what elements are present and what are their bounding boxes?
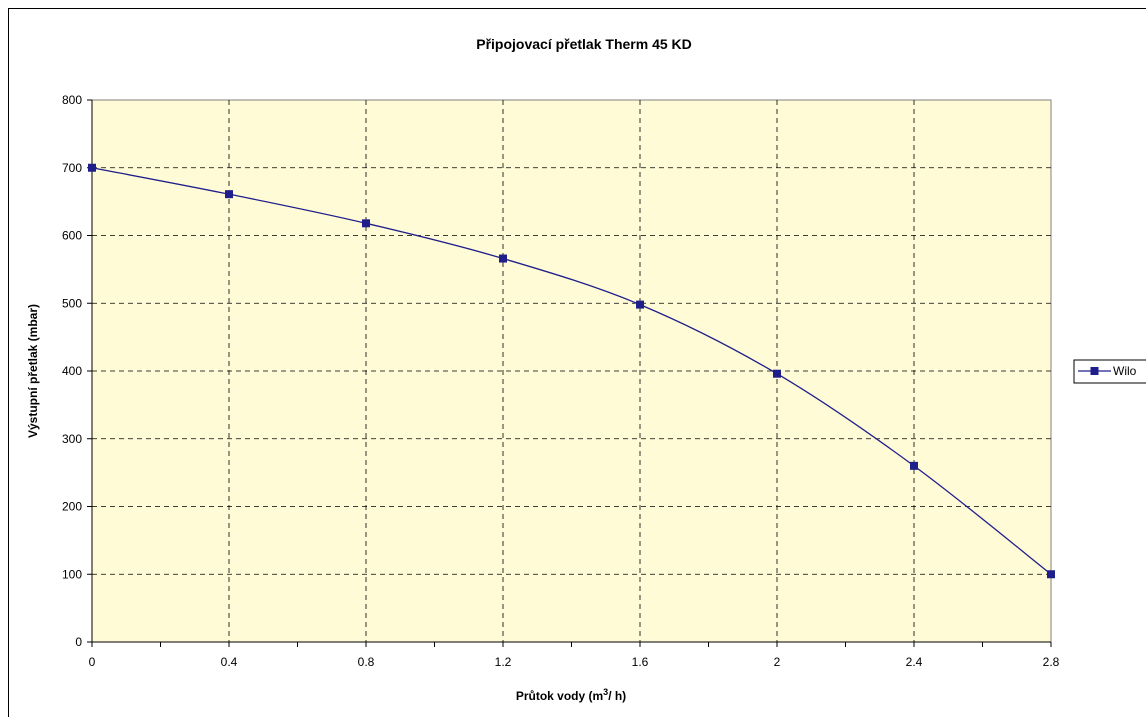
legend-label: Wilo <box>1113 364 1137 378</box>
x-tick-label: 0 <box>89 655 96 669</box>
chart-frame: Připojovací přetlak Therm 45 KD 0 100 200 3… <box>8 8 1146 717</box>
data-point-marker <box>910 461 918 470</box>
y-tick-label: 0 <box>75 635 82 649</box>
y-tick-label: 800 <box>62 93 82 107</box>
line-chart: Připojovací přetlak Therm 45 KD 0 100 200 3… <box>26 36 1146 703</box>
data-point-marker <box>88 163 96 172</box>
x-tick-label: 0.8 <box>358 655 375 669</box>
data-point-marker <box>636 300 644 309</box>
x-tick-label: 2.8 <box>1043 655 1060 669</box>
x-tick-label: 1.6 <box>632 655 649 669</box>
x-tick-label: 0.4 <box>221 655 238 669</box>
y-tick-label: 200 <box>62 500 82 514</box>
y-tick-label: 100 <box>62 567 82 581</box>
data-point-marker <box>773 369 781 378</box>
axes <box>87 99 1052 647</box>
y-tick-label: 300 <box>62 432 82 446</box>
legend-swatch-marker <box>1090 367 1099 375</box>
x-axis-title-main: Průtok vody (m <box>516 689 603 703</box>
data-point-marker <box>225 190 233 199</box>
legend: Wilo <box>1073 359 1146 384</box>
data-point-marker <box>1047 570 1055 579</box>
x-tick-label: 2 <box>774 655 781 669</box>
y-tick-label: 400 <box>62 364 82 378</box>
data-point-marker <box>362 219 370 228</box>
x-tick-label: 2.4 <box>906 655 923 669</box>
series-layer <box>88 163 1055 579</box>
x-tick-label: 1.2 <box>495 655 512 669</box>
y-tick-label: 500 <box>62 296 82 310</box>
y-tick-label: 600 <box>62 229 82 243</box>
chart-title: Připojovací přetlak Therm 45 KD <box>476 36 692 52</box>
x-axis-title: Průtok vody (m3/ h) <box>516 687 626 703</box>
x-axis-title-end: / h) <box>608 689 626 703</box>
tick-labels: 0 100 200 300 400 500 600 700 800 0 0.4 0.8 1.2 1.6 2 2… <box>62 93 1060 669</box>
x-axis-title-superscript: 3 <box>603 687 608 697</box>
y-axis-title: Výstupní přetlak (mbar) <box>26 304 40 438</box>
y-tick-label: 700 <box>62 161 82 175</box>
data-point-marker <box>499 254 507 263</box>
